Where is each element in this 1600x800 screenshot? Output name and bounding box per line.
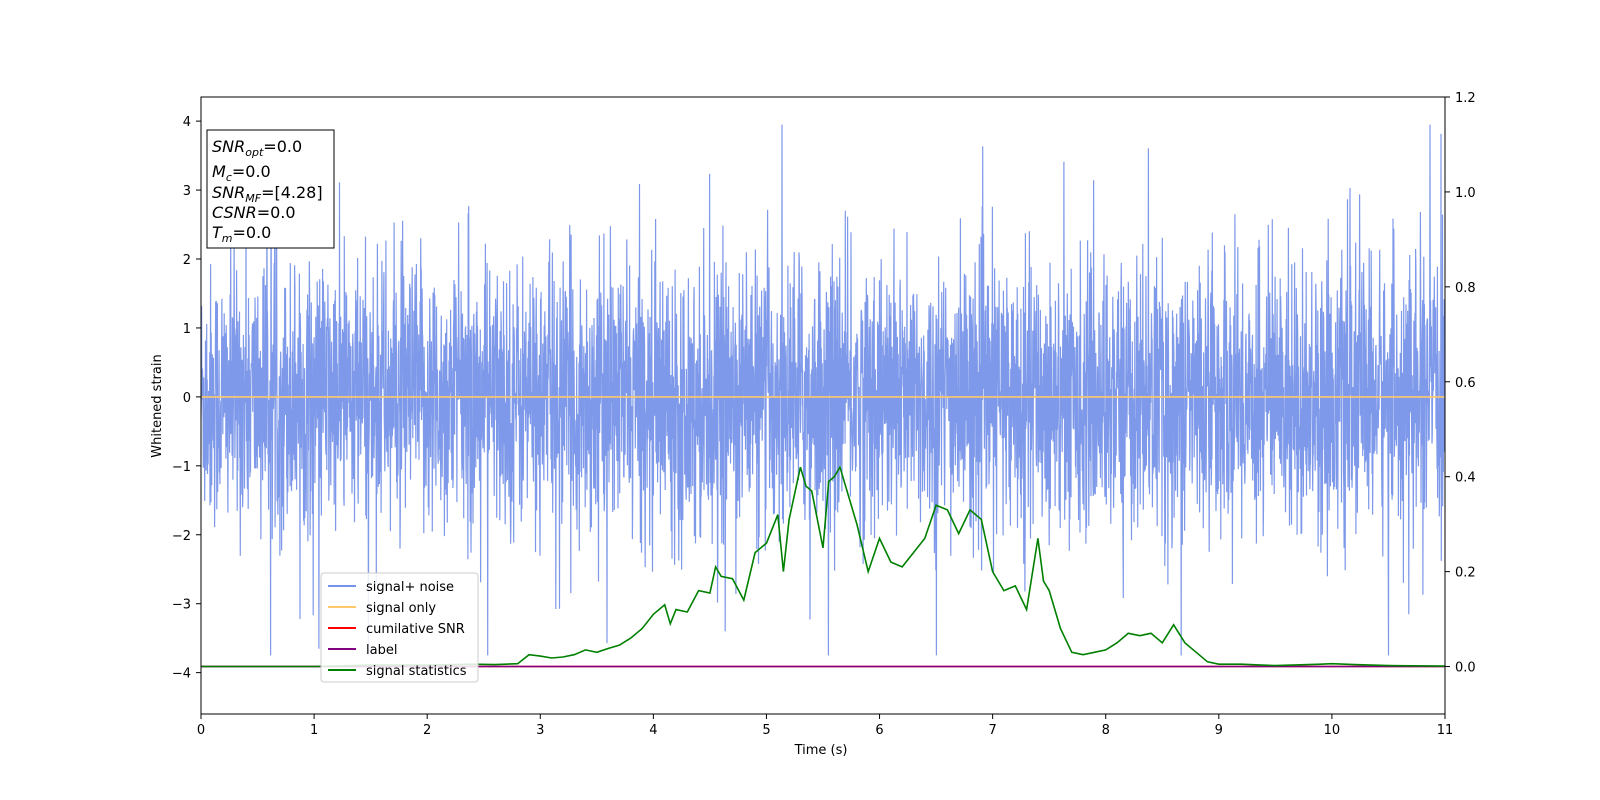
x-tick-label: 2	[423, 723, 431, 738]
x-tick-label: 3	[536, 723, 544, 738]
y-tick-label: 4	[183, 115, 191, 130]
x-tick-label: 11	[1437, 723, 1454, 738]
y2-tick-label: 1.2	[1455, 91, 1476, 106]
x-tick-label: 9	[1215, 723, 1223, 738]
legend-label: signal+ noise	[366, 580, 454, 595]
y2-tick-label: 1.0	[1455, 186, 1476, 201]
y2-tick-label: 0.8	[1455, 281, 1476, 296]
legend-label: signal statistics	[366, 664, 467, 679]
x-tick-label: 4	[649, 723, 657, 738]
x-tick-label: 10	[1324, 723, 1341, 738]
x-tick-label: 5	[762, 723, 770, 738]
y-tick-label: 3	[183, 184, 191, 199]
x-tick-label: 0	[197, 723, 205, 738]
x-axis-label: Time (s)	[794, 743, 848, 758]
annotation-box-frame	[206, 129, 335, 249]
legend-label: cumilative SNR	[366, 622, 465, 637]
x-tick-label: 1	[310, 723, 318, 738]
x-tick-label: 8	[1102, 723, 1110, 738]
annotation-box: SNRopt=0.0 Mc=0.0 SNRMF=[4.28] CSNR=0.0 …	[206, 129, 335, 249]
legend-frame	[320, 572, 479, 683]
y-tick-label: −4	[172, 667, 191, 682]
y2-tick-label: 0.2	[1455, 566, 1476, 581]
y-tick-label: 2	[183, 253, 191, 268]
annotation-tm: Tm=0.0	[212, 223, 271, 245]
plot-frame	[200, 96, 1446, 715]
y2-tick-label: 0.4	[1455, 471, 1476, 486]
x-tick-label: 7	[988, 723, 996, 738]
legend: signal+ noise signal only cumilative SNR la…	[320, 572, 479, 683]
axes: 0 1 2 3 4 5 6 7 8 9 10 11 −4 −3 −2 −1 0 1 2 3 4 0.0 0.2 0.4 0.6 0…	[172, 91, 1476, 738]
annotation-csnr: CSNR=0.0	[212, 203, 296, 222]
annotation-mc: Mc=0.0	[212, 162, 271, 184]
legend-label: label	[366, 643, 397, 658]
series-line-signal-noise	[201, 124, 1445, 656]
annotation-snr-opt: SNRopt=0.0	[212, 137, 302, 159]
y2-tick-label: 0.0	[1455, 661, 1476, 676]
y-tick-label: −2	[172, 529, 191, 544]
legend-label: signal only	[366, 601, 436, 616]
y2-tick-label: 0.6	[1455, 376, 1476, 391]
x-tick-label: 6	[875, 723, 883, 738]
y-tick-label: −1	[172, 460, 191, 475]
y-axis-label: Whitened strain	[150, 354, 165, 457]
annotation-snr-mf: SNRMF=[4.28]	[212, 183, 323, 205]
series-line-signal-statistics	[201, 465, 1445, 668]
y-tick-label: −3	[172, 598, 191, 613]
y-tick-label: 1	[183, 322, 191, 337]
y-tick-label: 0	[183, 391, 191, 406]
